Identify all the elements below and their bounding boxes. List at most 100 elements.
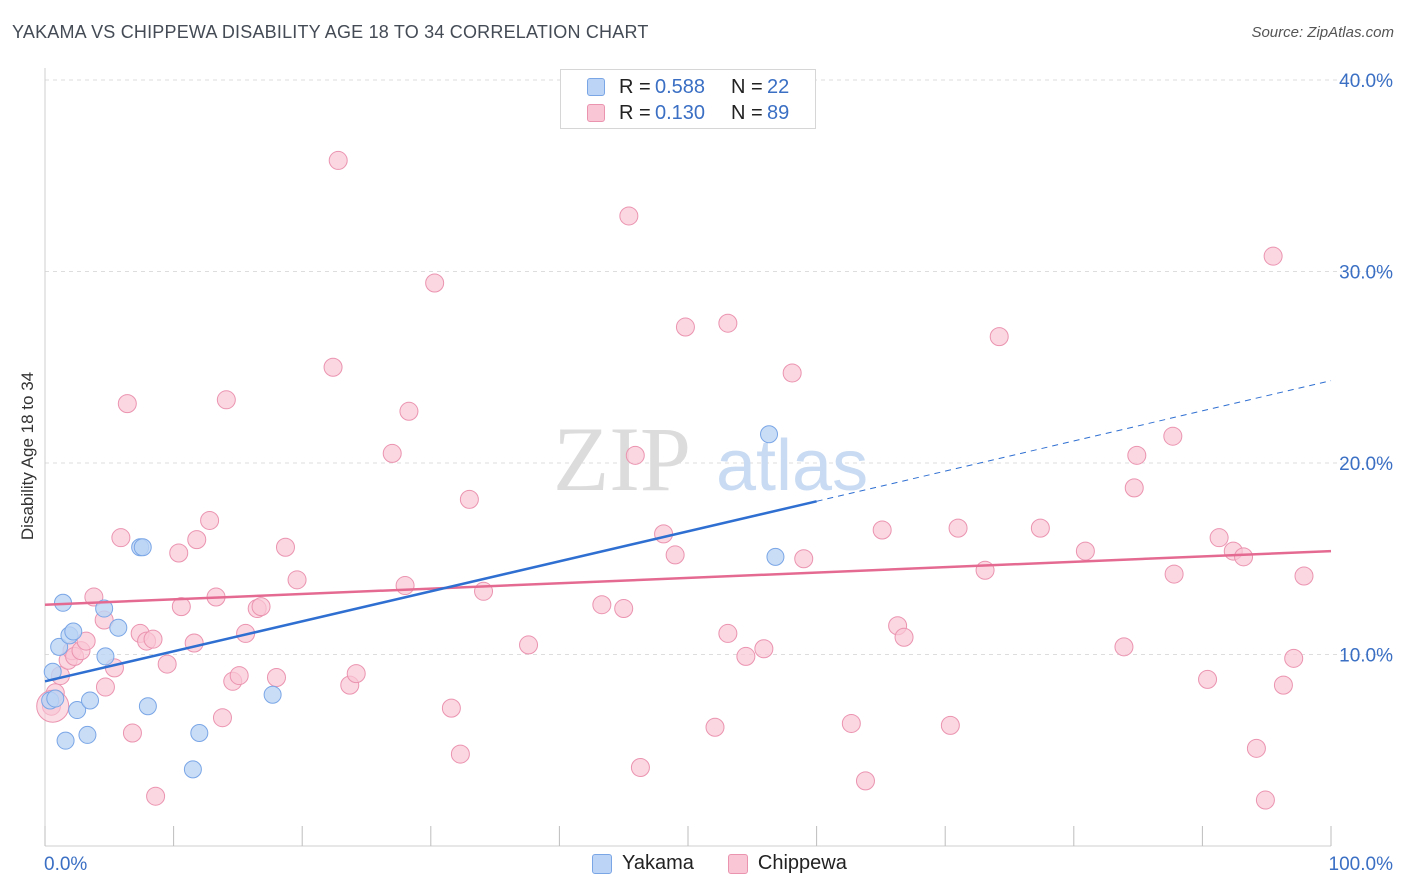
- legend-n-value: 89: [767, 101, 790, 124]
- chippewa-point: [872, 520, 892, 540]
- chippewa-point: [1255, 790, 1275, 810]
- chippewa-point: [855, 771, 875, 791]
- legend-item-chippewa: Chippewa: [727, 852, 847, 875]
- chippewa-point: [782, 363, 802, 383]
- chippewa-point: [399, 401, 419, 421]
- chippewa-point: [184, 633, 204, 653]
- yakama-point: [64, 622, 83, 641]
- yakama-legend-swatch: [592, 853, 612, 874]
- chippewa-point: [441, 698, 461, 718]
- chippewa-point: [1124, 478, 1144, 498]
- chippewa-point: [519, 635, 539, 655]
- chippewa-point: [1114, 637, 1134, 657]
- chippewa-point: [251, 597, 271, 617]
- yakama-point: [96, 647, 115, 666]
- yakama-point: [190, 724, 209, 743]
- chippewa-point: [1209, 528, 1229, 548]
- legend-r-label: R =: [619, 75, 651, 98]
- chippewa-point: [346, 664, 366, 684]
- chippewa-point: [630, 757, 650, 777]
- chippewa-point: [1030, 518, 1050, 538]
- chippewa-point: [736, 646, 756, 666]
- chippewa-point: [169, 543, 189, 563]
- chippewa-point: [143, 629, 163, 649]
- y-tick-label: 40.0%: [1339, 71, 1393, 92]
- chippewa-point: [111, 528, 131, 548]
- watermark-atlas: atlas: [716, 426, 868, 506]
- chippewa-point: [450, 744, 470, 764]
- y-tick-label: 10.0%: [1339, 646, 1393, 667]
- chippewa-swatch: [587, 104, 605, 122]
- chippewa-point: [171, 597, 191, 617]
- chippewa-point: [146, 786, 166, 806]
- chippewa-legend-swatch: [727, 853, 748, 874]
- series-legend: Yakama Chippewa: [592, 852, 881, 875]
- legend-r-value: 0.588: [655, 75, 706, 98]
- chippewa-points: [36, 150, 1314, 810]
- chippewa-point: [229, 666, 249, 686]
- chippewa-point: [1284, 648, 1304, 668]
- chippewa-point: [216, 390, 236, 410]
- yakama-point: [760, 425, 779, 444]
- yakama-point: [68, 701, 87, 720]
- chippewa-point: [1234, 547, 1254, 567]
- chippewa-point: [382, 443, 402, 463]
- chippewa-point: [1127, 445, 1147, 465]
- correlation-legend: R = 0.588 N = 22 R = 0.130 N = 89: [560, 69, 816, 129]
- chippewa-point: [614, 599, 634, 619]
- yakama-point: [95, 599, 114, 618]
- chippewa-point: [95, 677, 115, 697]
- chippewa-point: [328, 150, 348, 170]
- legend-row-chippewa: R = 0.130 N = 89: [587, 101, 789, 125]
- yakama-point: [133, 538, 152, 557]
- chippewa-point: [1198, 669, 1218, 689]
- chippewa-trend-line: [44, 549, 1332, 606]
- chippewa-point: [718, 313, 738, 333]
- watermark-zip: ZIP: [553, 408, 691, 510]
- chippewa-point: [122, 723, 142, 743]
- yakama-point: [183, 760, 202, 779]
- chippewa-point: [592, 595, 612, 615]
- legend-row-yakama: R = 0.588 N = 22: [587, 75, 789, 99]
- yakama-point: [46, 689, 65, 708]
- chippewa-point: [287, 570, 307, 590]
- chippewa-point: [675, 317, 695, 337]
- chippewa-legend-label: Chippewa: [757, 852, 847, 874]
- chippewa-point: [266, 667, 286, 687]
- chippewa-point: [654, 524, 674, 544]
- chippewa-point: [625, 445, 645, 465]
- yakama-point: [78, 725, 97, 744]
- chippewa-point: [395, 576, 415, 596]
- chippewa-point: [989, 327, 1009, 347]
- yakama-point: [766, 547, 785, 566]
- chippewa-point: [1164, 564, 1184, 584]
- tick-labels: 10.0% 20.0% 30.0% 40.0% 0.0% 100.0%: [44, 71, 1393, 875]
- chippewa-point: [1294, 566, 1314, 586]
- chippewa-point: [894, 627, 914, 647]
- yakama-legend-label: Yakama: [622, 852, 694, 874]
- chippewa-point: [459, 489, 479, 509]
- y-tick-label: 30.0%: [1339, 263, 1393, 284]
- chippewa-point: [1246, 738, 1266, 758]
- yakama-point: [138, 697, 157, 716]
- chippewa-point: [425, 273, 445, 293]
- yakama-points: [41, 425, 785, 779]
- chippewa-point: [794, 549, 814, 569]
- chippewa-point: [940, 715, 960, 735]
- yakama-swatch: [587, 78, 605, 96]
- yakama-point: [81, 691, 100, 710]
- yakama-point: [50, 637, 69, 656]
- yakama-point: [56, 731, 75, 750]
- chippewa-point: [323, 357, 343, 377]
- chippewa-point: [212, 708, 232, 728]
- legend-r-label: R =: [619, 101, 651, 124]
- chippewa-point: [705, 717, 725, 737]
- yakama-trend-extension: [816, 380, 1332, 502]
- grid-lines: [45, 79, 1392, 655]
- yakama-trend-line: [44, 500, 817, 683]
- chippewa-point: [665, 545, 685, 565]
- chippewa-point: [187, 530, 207, 550]
- trend-lines: [44, 380, 1332, 683]
- source-credit: Source: ZipAtlas.com: [1251, 24, 1394, 41]
